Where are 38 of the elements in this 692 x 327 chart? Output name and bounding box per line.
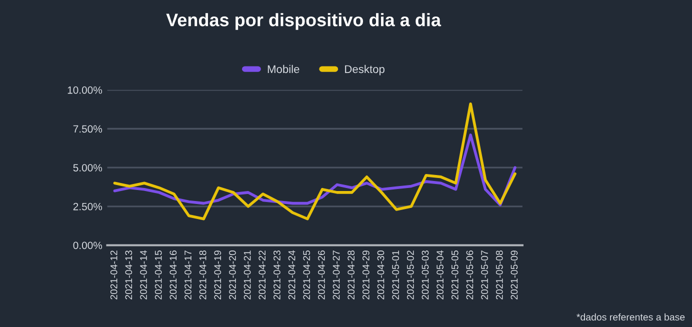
x-tick-label: 2021-04-17 [184, 250, 192, 300]
x-tick-label: 2021-04-29 [362, 250, 370, 300]
x-tick-label: 2021-04-15 [154, 250, 162, 300]
legend-label: Mobile [268, 64, 300, 74]
x-tick-label: 2021-05-01 [392, 250, 400, 300]
x-tick-label: 2021-04-20 [229, 250, 236, 300]
x-tick-label: 2021-04-30 [377, 250, 384, 300]
x-tick-label: 2021-04-16 [170, 250, 177, 300]
y-tick-label: 7.50% [73, 125, 102, 133]
x-tick-label: 2021-05-04 [436, 250, 444, 300]
x-tick-label: 2021-05-09 [510, 250, 518, 300]
x-tick-label: 2021-04-14 [140, 250, 147, 300]
x-tick-label: 2021-04-13 [125, 250, 132, 300]
line-series [113, 102, 516, 220]
x-tick-label: 2021-04-25 [303, 250, 310, 300]
x-tick-label: 2021-04-19 [214, 250, 222, 300]
x-tick-label: 2021-05-06 [466, 250, 474, 300]
x-tick-label: 2021-04-21 [244, 250, 251, 300]
legend-label: Desktop [345, 64, 384, 76]
y-tick-label: 0.00% [73, 242, 102, 250]
x-tick-label: 2021-04-18 [199, 250, 206, 300]
chart-title: Vendas por dispositivo dia a dia [166, 13, 442, 30]
y-tick-label: 2.50% [73, 202, 102, 210]
x-tick-label: 2021-04-22 [258, 250, 266, 300]
x-tick-label: 2021-04-26 [318, 250, 325, 300]
text: *dados referentes a base [576, 313, 685, 321]
x-tick-label: 2021-05-05 [451, 250, 458, 300]
x-tick-label: 2021-04-27 [332, 250, 340, 300]
x-tick-label: 2021-04-12 [110, 250, 118, 300]
x-tick-label: 2021-05-07 [481, 250, 488, 300]
x-tick-label: 2021-05-02 [406, 250, 414, 300]
x-tick-label: 2021-04-23 [274, 250, 280, 300]
x-tick-label: 2021-05-08 [496, 250, 503, 300]
x-tick-label: 2021-05-03 [422, 250, 429, 300]
x-tick-label: 2021-04-28 [348, 250, 355, 300]
y-tick-label: 10.00% [68, 86, 102, 94]
y-tick-label: 5.00% [73, 164, 102, 172]
x-tick-label: 2021-04-24 [288, 250, 296, 300]
